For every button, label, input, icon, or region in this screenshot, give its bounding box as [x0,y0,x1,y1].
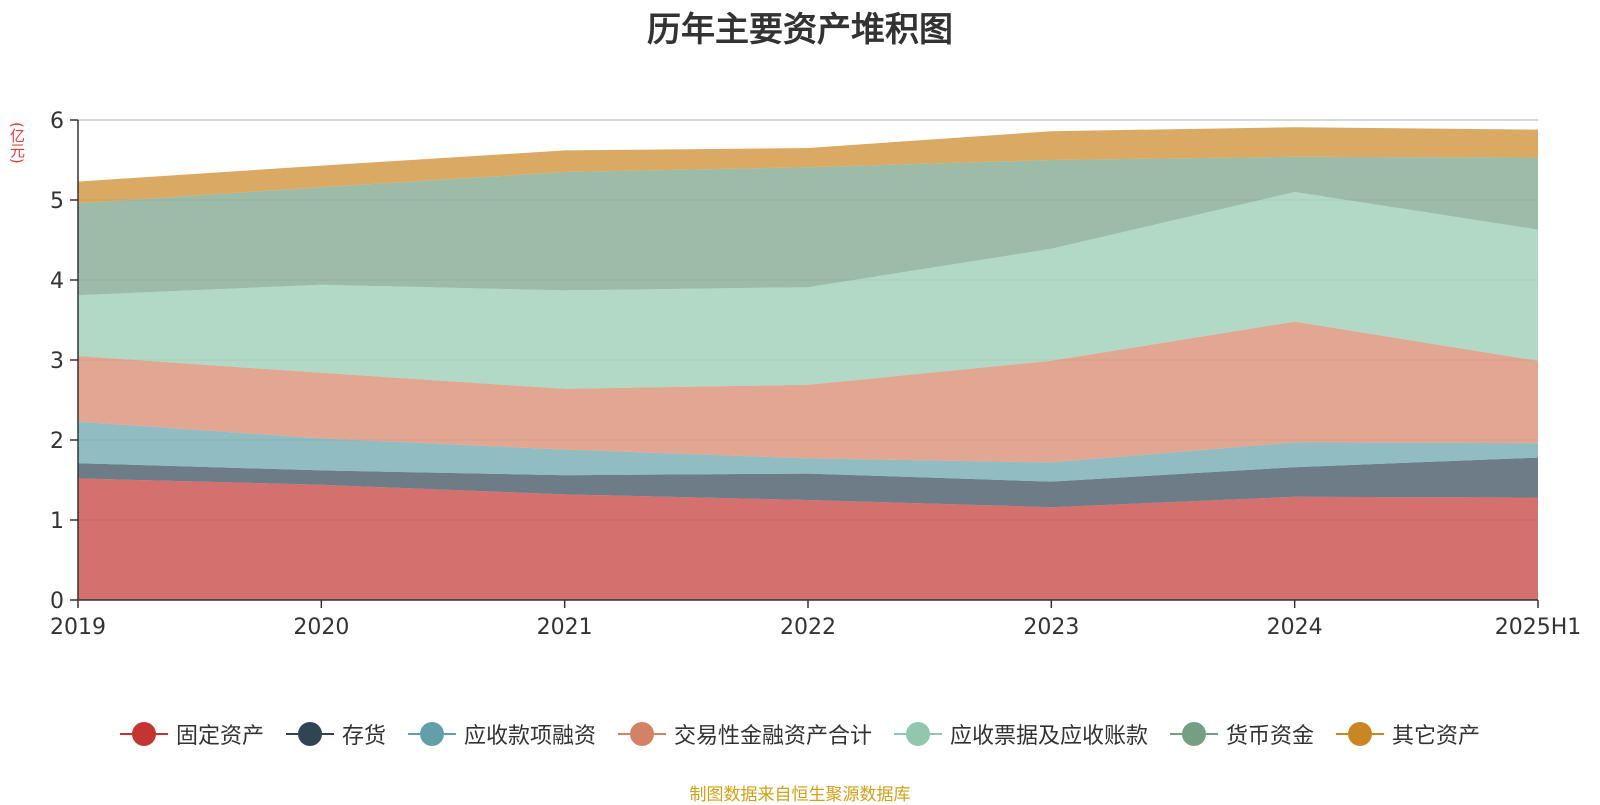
legend-item-3[interactable]: 应收款项融资 [407,718,596,750]
legend-label: 应收款项融资 [463,724,596,749]
area-series-5[interactable] [78,192,1538,389]
x-tick-label: 2022 [780,615,836,640]
y-tick-label: 0 [50,589,64,614]
area-series-2[interactable] [78,457,1538,508]
legend-label: 存货 [341,724,386,749]
legend: 固定资产 存货 应收款项融资 交易性金融资产合计 应收票据及应收账款 货币资金 其它资产 [0,718,1600,750]
axes: 0 1 2 3 4 5 6 2019 2020 2021 2022 2023 2024 2025H1 [50,109,1581,640]
area-series-6[interactable] [78,156,1538,296]
legend-item-5[interactable]: 应收票据及应收账款 [894,718,1148,750]
legend-marker [119,721,168,747]
area-series [78,127,1538,600]
legend-marker [285,721,334,747]
y-tick-label: 2 [50,429,64,454]
legend-label: 固定资产 [175,724,264,749]
source-note: 制图数据来自恒生聚源数据库 [689,785,911,805]
legend-marker [407,721,456,747]
x-tick-label: 2023 [1023,615,1079,640]
legend-item-7[interactable]: 其它资产 [1336,718,1480,750]
stacked-area-chart: 0 1 2 3 4 5 6 2019 2020 2021 2022 2023 2024 2025H1 [50,109,1581,640]
legend-label: 应收票据及应收账款 [950,724,1149,749]
x-tick-label: 2025H1 [1495,615,1582,640]
y-tick-label: 4 [50,269,64,294]
chart-title: 历年主要资产堆积图 [647,10,953,50]
x-tick-label: 2019 [50,615,106,640]
legend-marker [894,721,942,747]
area-series-7[interactable] [78,127,1538,204]
legend-marker [1336,721,1385,747]
y-tick-label: 5 [50,189,64,214]
legend-item-4[interactable]: 交易性金融资产合计 [617,718,872,750]
y-tick-label: 1 [50,509,64,534]
x-tick-label: 2024 [1267,615,1323,640]
y-tick-label: 3 [50,349,64,374]
legend-item-2[interactable]: 存货 [285,718,386,750]
legend-marker [617,721,666,747]
y-axis-unit-label: (亿元) [8,122,26,164]
legend-label: 交易性金融资产合计 [673,724,872,749]
legend-label: 货币资金 [1226,724,1315,749]
y-tick-label: 6 [50,109,64,134]
legend-item-6[interactable]: 货币资金 [1170,718,1314,750]
x-tick-label: 2020 [293,615,349,640]
area-series-3[interactable] [78,421,1538,482]
legend-marker [1170,721,1219,747]
area-series-4[interactable] [78,321,1538,463]
area-series-1[interactable] [78,478,1538,600]
legend-item-1[interactable]: 固定资产 [119,718,264,750]
legend-label: 其它资产 [1392,724,1481,749]
x-tick-label: 2021 [537,615,593,640]
